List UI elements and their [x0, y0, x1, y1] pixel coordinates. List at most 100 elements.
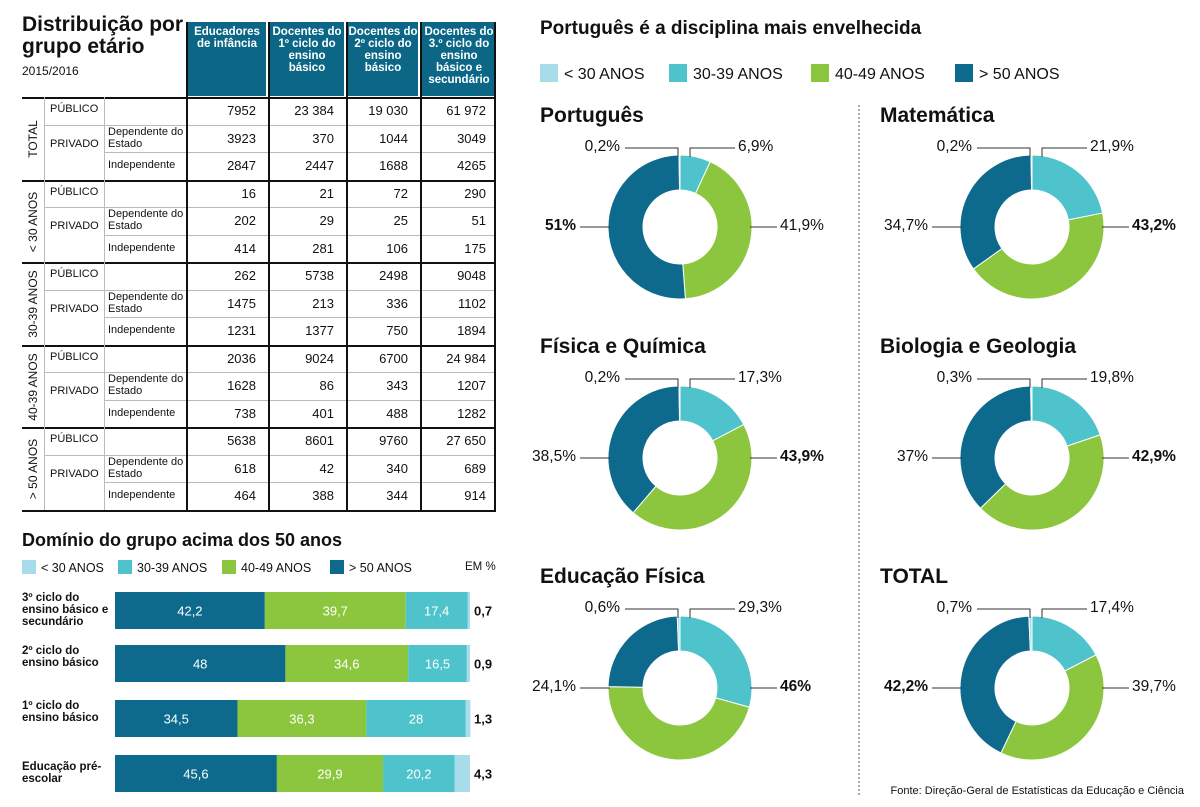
- donut-value-label: 43,9%: [780, 448, 824, 465]
- row-sub-label: Independente: [108, 159, 176, 171]
- column-header: Docentes do 1º ciclo do ensino básico: [270, 22, 344, 96]
- table-cell: 6700: [379, 350, 408, 366]
- donut-value-label: 42,2%: [884, 678, 928, 695]
- bar-value-label: 42,2: [177, 604, 202, 619]
- donut-value-label: 17,3%: [738, 369, 782, 386]
- table-cell: 19 030: [368, 103, 408, 118]
- legend-label: 30-39 ANOS: [137, 561, 208, 575]
- row-divider: [104, 152, 496, 153]
- leader-line: [625, 608, 679, 618]
- donut-value-label: 51%: [544, 217, 576, 234]
- table-cell: 72: [393, 185, 408, 201]
- table-cell: 1282: [457, 405, 486, 421]
- row-divider: [44, 454, 496, 456]
- table-cell: 106: [386, 240, 408, 256]
- table-cell: 1894: [457, 323, 486, 338]
- row-sub-label: Dependente do Estado: [108, 208, 184, 232]
- table-cell: 1044: [379, 130, 408, 146]
- row-type-label: PRIVADO: [50, 220, 99, 232]
- donut-value-label: 38,5%: [532, 448, 576, 465]
- donut-value-label: 0,7%: [936, 599, 972, 616]
- bar-segment: [454, 755, 470, 792]
- column-vline: [268, 22, 270, 510]
- table-cell: 27 650: [446, 433, 486, 448]
- bar-segment: [115, 755, 277, 792]
- table-cell: 914: [464, 488, 486, 503]
- bar-value-label: 36,3: [289, 712, 314, 727]
- donut-value-label: 39,7%: [1132, 678, 1176, 695]
- row-type-label: PÚBLICO: [50, 433, 99, 445]
- legend-item: > 50 ANOS: [330, 560, 412, 575]
- bar-value-label: 34,6: [334, 657, 359, 672]
- table-cell: 5738: [305, 268, 334, 283]
- table-cell: 401: [312, 405, 334, 421]
- row-sub-label: Dependente do Estado: [108, 290, 184, 315]
- bar-segment: [237, 700, 367, 737]
- bar-category-label: Educação pré-escolar: [22, 761, 102, 785]
- group-divider: [22, 97, 496, 99]
- leader-line: [977, 147, 1031, 157]
- donut-value-label: 6,9%: [738, 138, 774, 155]
- leader-line: [689, 608, 735, 618]
- donut-slice: [607, 385, 681, 514]
- table-cell: 23 384: [294, 103, 334, 118]
- donut-slice: [1000, 654, 1105, 761]
- legend-item: 30-39 ANOS: [118, 560, 207, 575]
- donut-value-label: 0,3%: [936, 369, 972, 386]
- donut-title: Física e Química: [540, 335, 706, 358]
- bar-value-label: 45,6: [183, 767, 208, 782]
- donut-title: Matemática: [880, 104, 995, 127]
- table-vline: [104, 97, 105, 510]
- row-type-label: PRIVADO: [50, 467, 99, 480]
- table-cell: 86: [319, 378, 334, 393]
- group-divider: [22, 262, 496, 264]
- legend-item: 40-49 ANOS: [222, 560, 311, 575]
- donut-slice: [607, 686, 751, 761]
- bar-segment: [405, 592, 468, 629]
- table-year: 2015/2016: [22, 64, 79, 78]
- table-cell: 42: [319, 460, 334, 476]
- row-type-label: PRIVADO: [50, 137, 99, 150]
- donut-slice: [1030, 154, 1033, 191]
- source-note: Fonte: Direção-Geral de Estatísticas da …: [890, 785, 1184, 797]
- bar-value-label: 29,9: [317, 767, 342, 782]
- row-sub-label: Independente: [108, 406, 176, 419]
- table-cell: 51: [471, 213, 486, 228]
- table-cell: 2498: [379, 268, 408, 283]
- table-cell: 1377: [305, 323, 334, 338]
- row-divider: [44, 289, 496, 291]
- bar-category-label: 1º ciclo do ensino básico: [22, 700, 99, 724]
- legend-label: < 30 ANOS: [41, 561, 104, 575]
- bar-value-label: 48: [193, 657, 207, 672]
- table-cell: 340: [386, 460, 408, 476]
- donut-slice: [1031, 385, 1101, 447]
- legend-swatch: [222, 560, 236, 574]
- bar-category-label: 3º ciclo do ensino básico e secundário: [22, 592, 109, 628]
- leader-line: [977, 378, 1031, 388]
- donut-slice: [607, 154, 686, 300]
- row-type-label: PÚBLICO: [50, 185, 99, 198]
- bar-chart-title: Domínio do grupo acima dos 50 anos: [22, 530, 343, 550]
- leader-line: [977, 608, 1031, 618]
- row-sub-label: Dependente do Estado: [108, 125, 184, 150]
- donut-slice: [678, 385, 681, 422]
- table-cell: 388: [312, 488, 334, 503]
- row-divider: [44, 124, 496, 126]
- legend-swatch: [811, 64, 829, 82]
- donut-slice: [1031, 154, 1104, 221]
- table-cell: 281: [312, 240, 334, 256]
- table-cell: 24 984: [446, 350, 486, 366]
- donut-value-label: 41,9%: [780, 217, 824, 234]
- table-cell: 738: [234, 405, 256, 421]
- row-divider: [104, 234, 496, 236]
- group-divider: [22, 179, 496, 182]
- divider: [858, 105, 860, 795]
- table-cell: 16: [241, 185, 256, 201]
- column-vline: [346, 22, 348, 510]
- table-cell: 2036: [227, 350, 256, 366]
- donut-value-label: 29,3%: [738, 599, 782, 616]
- donut-value-label: 0,2%: [584, 138, 620, 155]
- bar-segment: [383, 755, 455, 792]
- bar-value-label: 1,3: [474, 712, 492, 727]
